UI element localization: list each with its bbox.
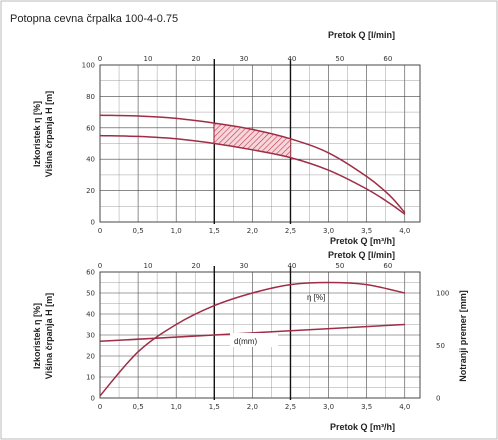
y-axis-label-efficiency: Izkoristek η [%] [32, 101, 42, 167]
series-label-efficiency: η [%] [307, 293, 325, 302]
y-tick-label: 10 [86, 374, 95, 382]
head-curve-lower [99, 134, 406, 215]
top-tick-label: 10 [144, 262, 153, 270]
top-tick-label: 0 [98, 262, 102, 270]
x-tick-label: 3,0 [323, 403, 334, 411]
top-tick-label: 40 [287, 55, 296, 63]
x-tick-label: 2,0 [247, 227, 258, 235]
head-chart: 0 0,5 1,0 1,5 2,0 2,5 3,0 3,5 4,0 0 10 20 30 40 50 60 0 2… [32, 30, 421, 246]
x-tick-label: 1,5 [209, 227, 220, 235]
y2-tick-label: 100 [436, 290, 449, 298]
y-tick-label: 100 [82, 62, 95, 70]
series-label-diameter: d(mm) [234, 337, 257, 346]
y-tick-label: 0 [91, 395, 95, 403]
top-tick-label: 40 [287, 262, 296, 270]
y-axis-label-head: Višina črpanja H [m] [44, 293, 54, 379]
x-axis-label: Pretok Q [m³/h] [330, 422, 395, 432]
y-tick-label: 60 [86, 124, 95, 132]
y-tick-label: 40 [86, 311, 95, 319]
y2-axis-label-diameter: Notranji premer [mm] [458, 290, 468, 382]
y2-tick-label: 0 [436, 395, 440, 403]
y-tick-label: 80 [86, 93, 95, 101]
x-tick-label: 4,0 [399, 227, 410, 235]
x-tick-label: 2,0 [247, 403, 258, 411]
y-axis-label-efficiency: Izkoristek η [%] [32, 303, 42, 369]
x-tick-label: 1,0 [171, 227, 182, 235]
x-tick-label: 4,0 [399, 403, 410, 411]
y-tick-label: 20 [86, 353, 95, 361]
top-tick-label: 60 [383, 262, 392, 270]
chart-title: Potopna cevna črpalka 100-4-0.75 [10, 13, 178, 25]
x-tick-label: 2,5 [285, 227, 296, 235]
top-tick-label: 0 [98, 55, 102, 63]
top-tick-label: 50 [335, 55, 344, 63]
x-tick-label: 0 [98, 227, 102, 235]
x-tick-label: 0,5 [133, 403, 144, 411]
top-tick-label: 60 [383, 55, 392, 63]
y-tick-label: 20 [86, 187, 95, 195]
y-axis-label-head: Višina črpanja H [m] [44, 91, 54, 177]
x-tick-label: 3,5 [361, 403, 372, 411]
x-axis-label: Pretok Q [m³/h] [330, 236, 395, 246]
y-tick-label: 50 [86, 290, 95, 298]
top-tick-label: 20 [191, 55, 200, 63]
top-axis-label: Pretok Q [l/min] [328, 30, 395, 40]
y2-tick-label: 50 [436, 342, 445, 350]
diameter-line [99, 323, 405, 343]
top-tick-label: 30 [239, 262, 248, 270]
x-tick-label: 1,5 [209, 403, 220, 411]
top-tick-label: 50 [335, 262, 344, 270]
top-tick-label: 20 [191, 262, 200, 270]
x-tick-label: 0,5 [133, 227, 144, 235]
y-tick-label: 40 [86, 156, 95, 164]
efficiency-curve [99, 281, 405, 397]
x-tick-label: 3,5 [361, 227, 372, 235]
y-tick-label: 0 [91, 219, 95, 227]
efficiency-chart: 0 0,5 1,0 1,5 2,0 2,5 3,0 3,5 4,00 10 20 30 40 50 6001… [32, 250, 468, 432]
top-axis-label: Pretok Q [l/min] [328, 250, 395, 260]
top-tick-label: 30 [239, 55, 248, 63]
x-tick-label: 3,0 [323, 227, 334, 235]
top-tick-label: 10 [144, 55, 153, 63]
x-tick-label: 0 [98, 403, 102, 411]
x-tick-label: 1,0 [171, 403, 182, 411]
y-tick-label: 30 [86, 332, 95, 340]
x-tick-label: 2,5 [285, 403, 296, 411]
diameter-label-bg [230, 333, 278, 347]
y-tick-label: 60 [86, 269, 95, 277]
head-curve-upper [99, 114, 406, 214]
